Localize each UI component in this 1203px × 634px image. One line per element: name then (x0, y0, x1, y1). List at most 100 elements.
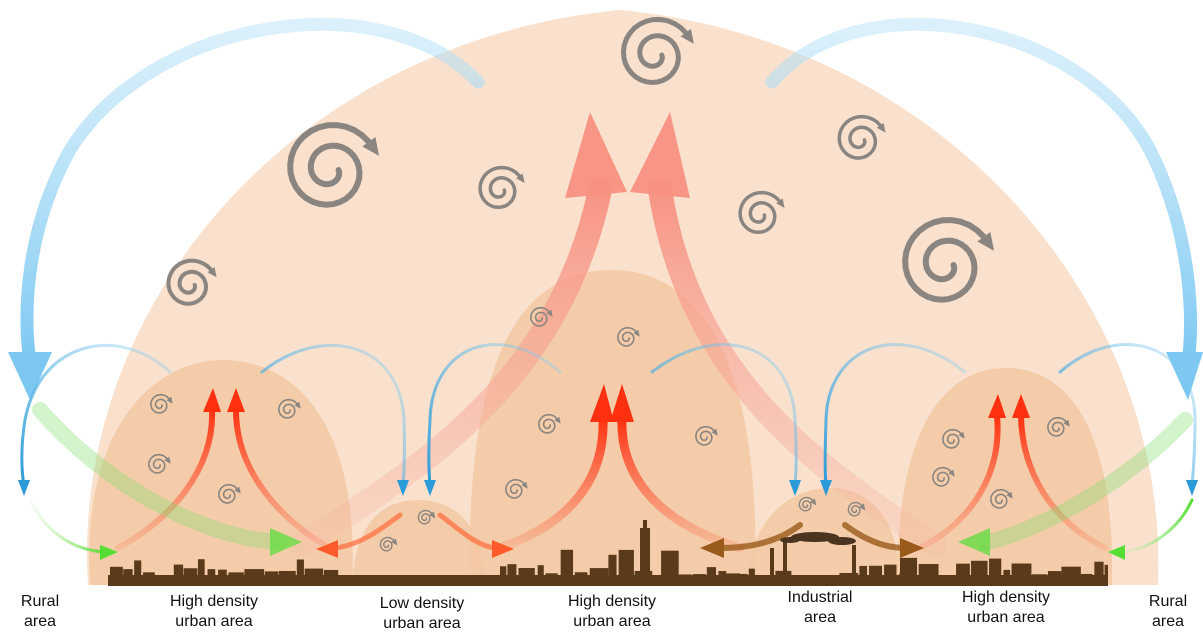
building (859, 565, 868, 586)
cool-arc-3 (427, 343, 562, 487)
building (899, 573, 900, 586)
local-cool-air-arrows (18, 343, 1198, 496)
label-low-density: Low density urban area (379, 595, 465, 632)
eddy-swirl (738, 190, 782, 235)
eddy-arrowhead (516, 173, 525, 183)
building (183, 568, 198, 586)
green-breeze-big-right (977, 412, 1193, 550)
building (123, 569, 133, 586)
building (1047, 571, 1062, 586)
eddy-swirl (379, 536, 395, 552)
building (692, 574, 706, 586)
cool-arc-6 (1058, 343, 1197, 487)
orange-flow-ld-left-head (316, 540, 338, 558)
building (278, 570, 296, 586)
building (589, 568, 609, 586)
label-rural-left: Rural area (20, 593, 60, 630)
heat-arrow-hdc-2 (617, 413, 745, 553)
building (110, 566, 123, 586)
eddy-swirl (902, 217, 987, 303)
orange-flow-ld-left (332, 512, 403, 551)
building (652, 575, 660, 586)
building (869, 565, 883, 586)
heat-head-hdc-2 (610, 384, 634, 422)
heat-head-hdl-2 (227, 388, 245, 412)
building (134, 560, 142, 586)
building (618, 549, 634, 586)
eddy-swirl (166, 258, 213, 306)
big-cool-arc-right (765, 17, 1198, 369)
building (545, 573, 558, 586)
turbulent-eddies (148, 16, 1070, 552)
building (437, 577, 447, 586)
green-breeze-left-head (100, 545, 118, 560)
eddy-swirl (278, 398, 298, 419)
eddy-swirl (478, 165, 522, 210)
tower-spire (643, 520, 647, 530)
building (340, 575, 350, 586)
building (537, 565, 544, 586)
eddy-arrowhead (554, 416, 561, 424)
building (560, 549, 574, 586)
building (884, 564, 897, 586)
building (244, 569, 265, 586)
building (296, 559, 304, 586)
tower (640, 528, 650, 586)
building (398, 580, 412, 586)
label-high-density-left: High density urban area (169, 593, 259, 630)
building (661, 550, 679, 586)
eddy-arrowhead (429, 511, 436, 519)
eddy-swirl (942, 428, 962, 449)
label-rural-right: Rural area (1148, 593, 1188, 630)
heat-head-hdc-1 (590, 384, 614, 422)
building (813, 582, 824, 586)
building (207, 569, 216, 586)
building (1080, 573, 1093, 586)
brown-flow-ind-left-head (700, 538, 724, 558)
eddy-swirl (218, 483, 238, 504)
chimney (783, 542, 787, 586)
building (792, 581, 804, 586)
heat-head-hdr-2 (1012, 394, 1030, 418)
smoke-cloud-2 (828, 537, 856, 545)
building (1104, 564, 1108, 586)
heat-arrow-hdl-2 (232, 405, 333, 551)
building (748, 568, 755, 586)
eddy-arrowhead (1063, 419, 1070, 427)
eddy-swirl (530, 306, 550, 327)
building (197, 559, 205, 586)
eddy-arrowhead (977, 232, 995, 251)
plume-head-right (630, 112, 690, 198)
heat-arrow-hdc-1 (495, 413, 608, 553)
eddy-swirl (538, 413, 558, 434)
plume-head-left (565, 112, 627, 198)
eddy-arrowhead (234, 486, 241, 494)
building (1003, 569, 1011, 586)
green-breeze-right-head (1108, 545, 1125, 560)
eddy-arrowhead (391, 538, 398, 546)
cool-arrowhead-6 (1186, 480, 1198, 496)
eddy-swirl (148, 453, 168, 474)
building (574, 572, 588, 586)
label-industrial: Industrial area (787, 589, 853, 626)
eddy-arrowhead (294, 401, 301, 409)
building (726, 573, 740, 586)
cool-arrowhead-4 (789, 480, 801, 496)
eddy-swirl (287, 122, 372, 208)
cool-arc-2 (260, 343, 406, 487)
building (414, 580, 427, 586)
building (805, 581, 814, 586)
brown-flow-ind-right-head (900, 538, 924, 558)
orange-flow-ld-right (437, 512, 498, 551)
eddy-swirl (932, 466, 952, 487)
building (218, 569, 227, 586)
eddy-swirl (505, 478, 525, 499)
industrial-smoke (780, 532, 856, 545)
eddy-arrowhead (948, 469, 955, 477)
building (507, 564, 517, 586)
eddy-swirl (417, 509, 433, 525)
green-breeze-right (1118, 498, 1194, 554)
building (427, 578, 437, 586)
eddy-arrowhead (164, 456, 171, 464)
